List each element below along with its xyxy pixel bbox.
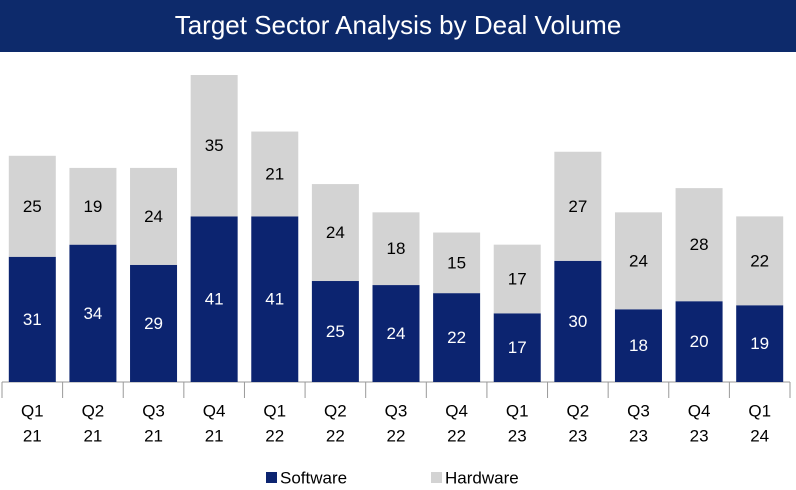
data-label: 41 xyxy=(265,290,284,309)
bar-segment xyxy=(130,167,178,265)
bar-segment xyxy=(130,264,178,382)
x-tick-label: Q2 xyxy=(567,401,590,420)
data-label: 35 xyxy=(205,136,224,155)
data-label: 17 xyxy=(508,269,527,288)
data-label: 34 xyxy=(83,304,102,323)
x-tick-label: 24 xyxy=(750,426,769,445)
data-label: 19 xyxy=(750,334,769,353)
x-tick-label: Q3 xyxy=(627,401,650,420)
title-banner xyxy=(0,0,796,52)
data-label: 19 xyxy=(83,197,102,216)
x-tick-label: 23 xyxy=(690,426,709,445)
data-label: 20 xyxy=(690,332,709,351)
bar-segment xyxy=(433,293,481,382)
bar-segment xyxy=(433,232,481,294)
bar-segment xyxy=(251,216,299,382)
x-tick-label: 21 xyxy=(144,426,163,445)
legend-swatch xyxy=(266,472,277,483)
bar-segment xyxy=(69,167,117,245)
bar-segment xyxy=(675,188,723,302)
data-label: 31 xyxy=(23,310,42,329)
bar-segment xyxy=(251,131,299,217)
x-tick-label: 21 xyxy=(205,426,224,445)
x-tick-label: Q3 xyxy=(142,401,165,420)
bar-segment xyxy=(736,216,784,306)
x-tick-label: Q1 xyxy=(748,401,771,420)
x-tick-label: Q4 xyxy=(688,401,711,420)
bar-segment xyxy=(675,301,723,382)
bar-segment xyxy=(372,212,420,286)
data-label: 29 xyxy=(144,314,163,333)
x-tick-label: 22 xyxy=(447,426,466,445)
bar-segment xyxy=(8,256,56,382)
data-label: 24 xyxy=(387,324,406,343)
bar-segment xyxy=(8,155,56,257)
bar-segment xyxy=(190,75,238,217)
x-tick-label: 23 xyxy=(629,426,648,445)
data-label: 22 xyxy=(750,251,769,270)
x-tick-label: Q2 xyxy=(82,401,105,420)
data-label: 27 xyxy=(568,197,587,216)
x-tick-label: Q3 xyxy=(385,401,408,420)
x-tick-label: Q1 xyxy=(21,401,44,420)
bar-segment xyxy=(372,285,420,382)
data-label: 22 xyxy=(447,328,466,347)
x-tick-label: Q1 xyxy=(506,401,529,420)
x-tick-label: 22 xyxy=(387,426,406,445)
chart-title: Target Sector Analysis by Deal Volume xyxy=(175,10,622,40)
x-tick-label: 23 xyxy=(568,426,587,445)
bar-segment xyxy=(493,244,541,314)
data-label: 24 xyxy=(144,207,163,226)
data-label: 41 xyxy=(205,290,224,309)
data-label: 18 xyxy=(629,336,648,355)
x-tick-label: Q4 xyxy=(203,401,226,420)
x-tick-label: 22 xyxy=(265,426,284,445)
data-label: 15 xyxy=(447,253,466,272)
x-tick-label: Q2 xyxy=(324,401,347,420)
data-label: 24 xyxy=(629,251,648,270)
x-tick-label: 21 xyxy=(83,426,102,445)
x-tick-label: 22 xyxy=(326,426,345,445)
x-tick-label: Q4 xyxy=(445,401,468,420)
bar-segment xyxy=(311,184,359,282)
bar-segment xyxy=(554,260,602,382)
bar-segment xyxy=(190,216,238,382)
x-tick-label: Q1 xyxy=(263,401,286,420)
data-label: 18 xyxy=(387,239,406,258)
legend-swatch xyxy=(431,472,442,483)
data-label: 28 xyxy=(690,235,709,254)
data-label: 30 xyxy=(568,312,587,331)
data-label: 25 xyxy=(23,197,42,216)
bar-segment xyxy=(69,244,117,382)
bar-segment xyxy=(554,151,602,261)
bar-segment xyxy=(614,309,662,382)
data-label: 17 xyxy=(508,338,527,357)
bar-segment xyxy=(736,305,784,382)
x-tick-label: 21 xyxy=(23,426,42,445)
bar-segment xyxy=(493,313,541,382)
legend-label: Hardware xyxy=(445,468,519,487)
legend-label: Software xyxy=(280,468,347,487)
data-label: 25 xyxy=(326,322,345,341)
bar-segment xyxy=(311,281,359,382)
data-label: 21 xyxy=(265,164,284,183)
x-tick-label: 23 xyxy=(508,426,527,445)
data-label: 24 xyxy=(326,223,345,242)
bar-segment xyxy=(614,212,662,310)
